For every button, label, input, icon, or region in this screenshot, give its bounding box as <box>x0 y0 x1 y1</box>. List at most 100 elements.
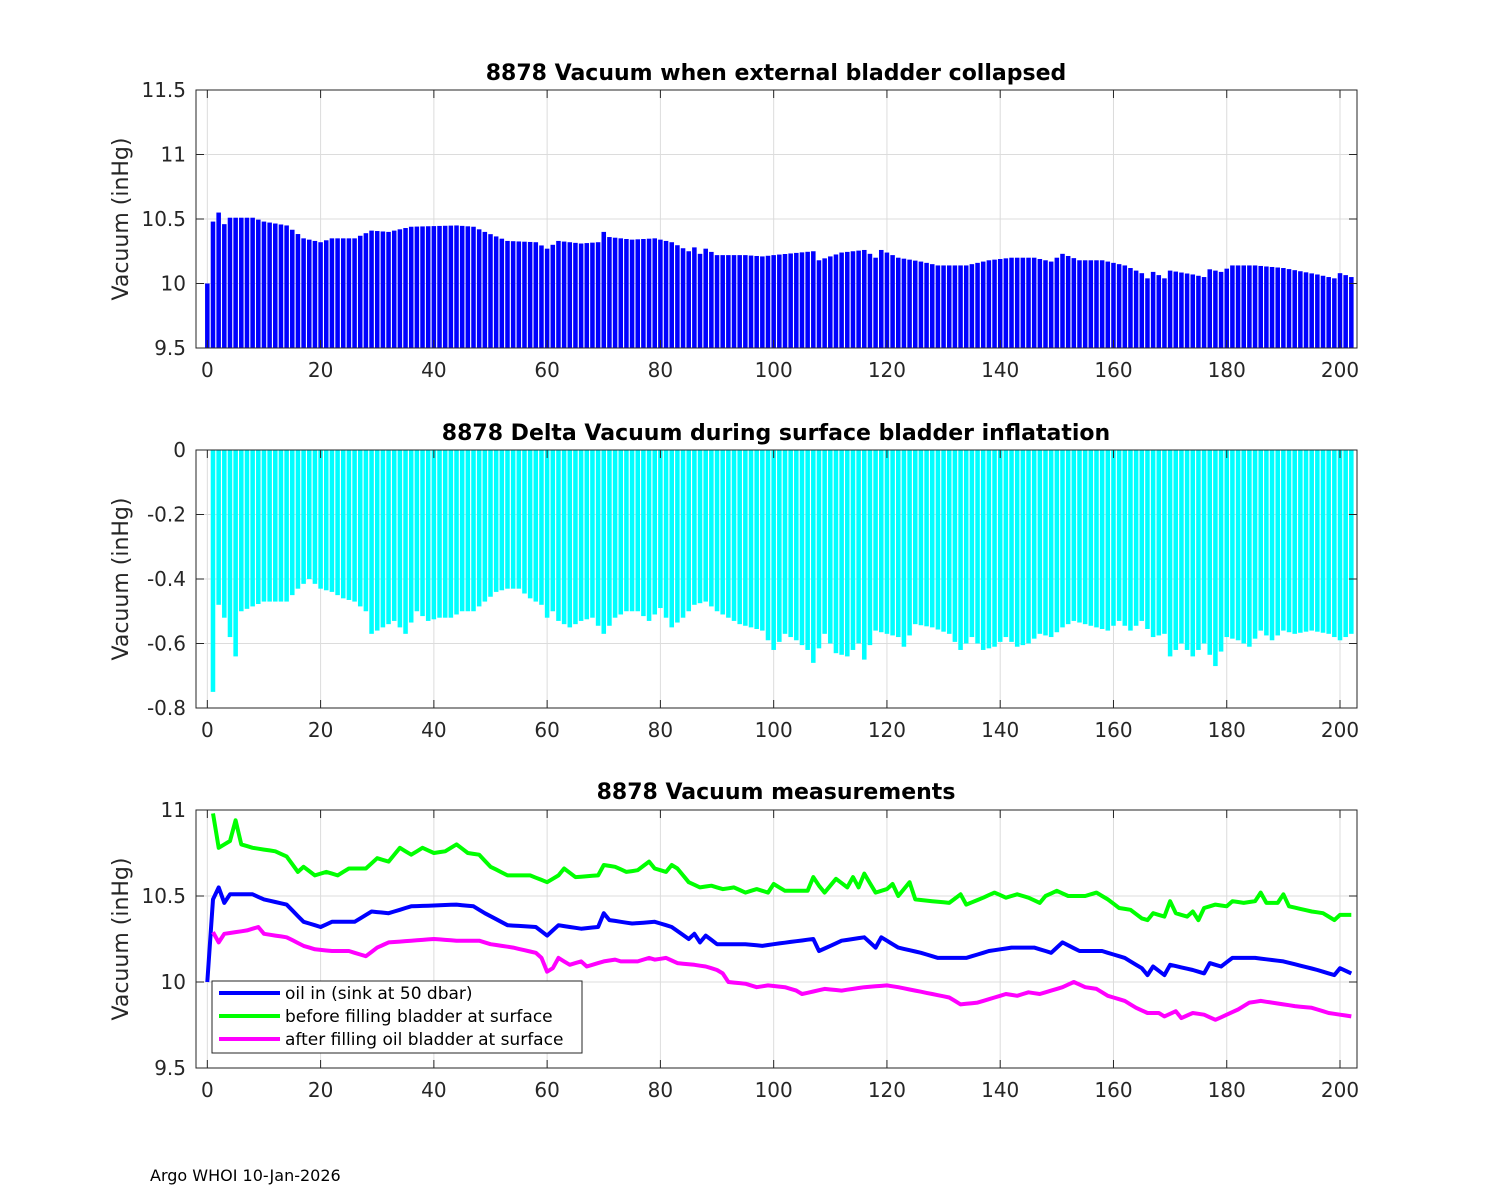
bar <box>233 217 238 348</box>
bar <box>845 251 850 348</box>
bar <box>256 219 261 348</box>
bar <box>1133 270 1139 348</box>
bar <box>425 226 431 348</box>
bar <box>414 450 420 612</box>
bar <box>1337 450 1343 641</box>
bar <box>839 450 844 655</box>
bar <box>273 450 278 602</box>
bar <box>1003 450 1009 638</box>
bar <box>760 256 765 348</box>
bar <box>788 253 793 348</box>
bar <box>533 242 539 348</box>
bar <box>1201 450 1207 644</box>
bar <box>1173 271 1179 348</box>
bar <box>476 229 482 348</box>
bar <box>941 265 946 348</box>
bar <box>607 450 612 626</box>
bar <box>329 238 335 348</box>
bar <box>1060 253 1065 348</box>
bar <box>408 450 414 623</box>
bar <box>658 450 663 609</box>
x-tick-label: 20 <box>308 1078 333 1102</box>
bar <box>743 450 748 626</box>
bar <box>601 231 607 348</box>
bar <box>1213 270 1218 348</box>
bar <box>510 241 516 348</box>
chart-title: 8878 Delta Vacuum during surface bladder… <box>442 421 1110 446</box>
bar <box>420 226 425 348</box>
bar <box>476 450 482 607</box>
bar <box>290 450 295 596</box>
x-tick-label: 140 <box>981 718 1019 742</box>
bar <box>233 450 238 657</box>
bar <box>222 224 227 348</box>
bar <box>442 225 448 348</box>
bar <box>454 225 459 348</box>
bar <box>1332 450 1337 638</box>
x-tick-label: 40 <box>421 1078 446 1102</box>
x-tick-label: 120 <box>868 1078 906 1102</box>
bar <box>386 450 391 625</box>
bar <box>471 226 476 348</box>
bar <box>516 241 522 348</box>
bar <box>680 450 686 618</box>
bar <box>754 450 759 629</box>
bar <box>1196 275 1201 348</box>
bar <box>567 242 573 348</box>
bar <box>1179 450 1184 644</box>
bar <box>1133 450 1139 626</box>
bar <box>312 240 318 348</box>
bar <box>1116 450 1122 621</box>
bar <box>1275 267 1280 348</box>
bar <box>918 261 924 348</box>
x-tick-label: 60 <box>534 358 559 382</box>
bar <box>312 450 318 584</box>
bar <box>941 450 946 632</box>
bar <box>1349 450 1354 634</box>
bar <box>1128 268 1133 348</box>
bar <box>929 450 935 628</box>
bar <box>1139 273 1145 348</box>
bar <box>975 262 980 348</box>
series-line-1 <box>211 813 1352 923</box>
chart-title: 8878 Vacuum when external bladder collap… <box>486 61 1067 86</box>
bar <box>907 259 912 348</box>
bar <box>1145 278 1150 348</box>
bar <box>782 254 788 348</box>
bar <box>952 265 958 348</box>
bar <box>1162 450 1167 634</box>
bar <box>323 450 329 591</box>
x-tick-label: 80 <box>648 718 673 742</box>
bar <box>454 450 459 615</box>
bar <box>250 450 255 607</box>
bar <box>1156 450 1162 636</box>
bar <box>1026 257 1031 348</box>
bar <box>391 450 397 621</box>
bar <box>448 450 454 618</box>
x-tick-label: 40 <box>421 358 446 382</box>
bar <box>595 242 601 348</box>
bar <box>697 253 703 348</box>
bar <box>437 225 442 348</box>
bar <box>284 225 289 348</box>
y-tick-label: -0.6 <box>147 632 186 656</box>
bar <box>556 240 561 348</box>
bar <box>612 237 618 348</box>
bar <box>958 450 963 650</box>
bar <box>544 248 550 348</box>
bar <box>912 260 918 348</box>
x-tick-label: 80 <box>648 358 673 382</box>
bar <box>895 450 901 638</box>
bar <box>963 265 969 348</box>
bar <box>1014 450 1020 647</box>
bar <box>510 450 516 589</box>
bar <box>1337 273 1343 348</box>
bar <box>1179 272 1184 348</box>
bar <box>720 450 725 615</box>
bar <box>777 254 782 348</box>
bar <box>1235 450 1241 641</box>
bar <box>1332 278 1337 348</box>
bar <box>748 450 754 628</box>
y-tick-label: 10 <box>161 970 186 994</box>
x-tick-label: 200 <box>1321 718 1359 742</box>
